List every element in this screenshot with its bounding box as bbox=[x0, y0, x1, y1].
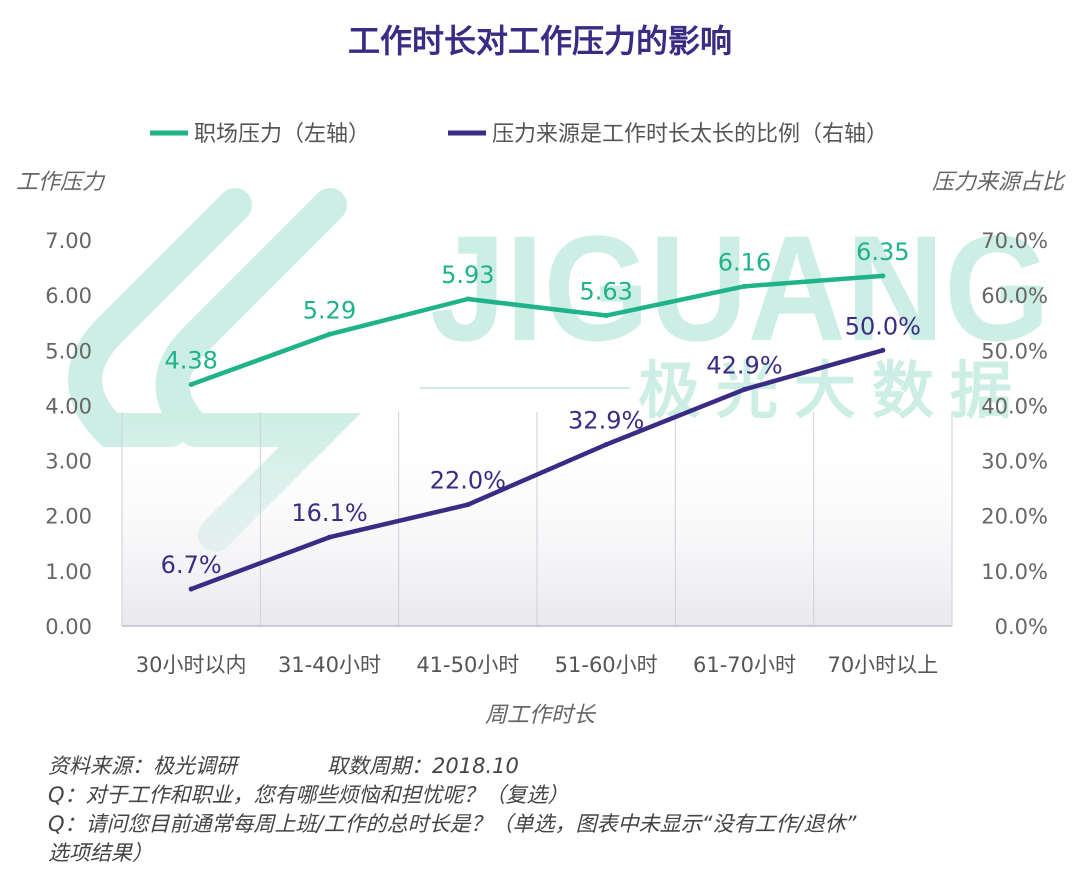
data-point bbox=[188, 381, 194, 387]
footer: 资料来源：极光调研 取数周期：2018.10 Q：对于工作和职业，您有哪些烦恼和担… bbox=[48, 752, 856, 868]
series-layer: 4.38 5.29 5.93 5.63 6.16 6.35 6.7% 16.1% 22.0% 32… bbox=[161, 238, 921, 592]
series-line-pressure bbox=[188, 273, 886, 387]
data-label: 5.63 bbox=[579, 278, 632, 306]
x-tick-label: 30小时以内 bbox=[136, 653, 247, 677]
y-axis-right: 0.0% 10.0% 20.0% 30.0% 40.0% 50.0% 60.0% 70.0% bbox=[981, 229, 1048, 639]
y-left-tick-label: 3.00 bbox=[45, 450, 92, 474]
y-right-tick-label: 40.0% bbox=[981, 394, 1048, 418]
data-point bbox=[742, 283, 747, 289]
data-label: 16.1% bbox=[291, 499, 367, 527]
data-label: 4.38 bbox=[164, 346, 217, 374]
footer-q2: Q：请问您目前通常每周上班/工作的总时长是？（单选，图表中未显示“没有工作/退休… bbox=[48, 812, 857, 836]
x-tick-label: 41-50小时 bbox=[416, 653, 519, 677]
data-point bbox=[188, 586, 194, 592]
y-left-tick-label: 5.00 bbox=[45, 339, 92, 363]
x-tick-label: 70小时以上 bbox=[827, 653, 938, 677]
y-left-tick-label: 4.00 bbox=[45, 394, 92, 418]
y-left-tick-label: 0.00 bbox=[45, 615, 92, 639]
data-point bbox=[465, 502, 471, 508]
data-label: 6.35 bbox=[856, 238, 909, 266]
y-left-tick-label: 6.00 bbox=[45, 284, 92, 308]
data-label: 6.7% bbox=[161, 551, 222, 579]
y-right-tick-label: 30.0% bbox=[981, 450, 1048, 474]
series-line-ratio bbox=[188, 348, 886, 592]
x-axis: 30小时以内 31-40小时 41-50小时 51-60小时 61-70小时 70小时以上 bbox=[136, 653, 938, 677]
y-left-tick-label: 2.00 bbox=[45, 505, 92, 529]
y-axis-left: 0.00 1.00 2.00 3.00 4.00 5.00 6.00 7.00 bbox=[45, 229, 92, 639]
legend: 职场压力（左轴） 压力来源是工作时长太长的比例（右轴） bbox=[150, 122, 888, 147]
y-right-tick-label: 70.0% bbox=[981, 229, 1048, 253]
legend-label-pressure: 职场压力（左轴） bbox=[194, 122, 370, 147]
data-label: 6.16 bbox=[718, 248, 771, 276]
footer-period: 取数周期：2018.10 bbox=[327, 754, 519, 778]
footer-q2-cont: 选项结果） bbox=[48, 841, 153, 865]
data-point bbox=[327, 534, 332, 540]
y-left-tick-label: 7.00 bbox=[45, 229, 92, 253]
chart-title: 工作时长对工作压力的影响 bbox=[348, 22, 732, 60]
footer-row-source: 资料来源：极光调研 取数周期：2018.10 bbox=[48, 752, 856, 781]
y-right-tick-label: 50.0% bbox=[981, 339, 1048, 363]
y-right-tick-label: 20.0% bbox=[981, 505, 1048, 529]
x-tick-label: 61-70小时 bbox=[693, 653, 796, 677]
y-right-tick-label: 0.0% bbox=[995, 615, 1048, 639]
data-label: 50.0% bbox=[845, 312, 921, 340]
data-label: 5.93 bbox=[441, 261, 494, 289]
y-right-tick-label: 60.0% bbox=[981, 284, 1048, 308]
data-label: 32.9% bbox=[568, 407, 644, 435]
y-axis-right-title: 压力来源占比 bbox=[932, 170, 1066, 195]
y-axis-left-title: 工作压力 bbox=[16, 170, 106, 195]
data-point bbox=[880, 273, 886, 279]
footer-q1: Q：对于工作和职业，您有哪些烦恼和担忧呢？（复选） bbox=[48, 783, 569, 807]
x-tick-label: 31-40小时 bbox=[278, 653, 381, 677]
data-point bbox=[742, 386, 747, 392]
x-axis-title: 周工作时长 bbox=[485, 703, 597, 728]
y-left-tick-label: 1.00 bbox=[45, 560, 92, 584]
data-label: 42.9% bbox=[706, 351, 782, 379]
data-point bbox=[327, 331, 332, 337]
data-label: 5.29 bbox=[303, 296, 356, 324]
data-point bbox=[603, 442, 609, 448]
footer-source: 资料来源：极光调研 bbox=[48, 754, 237, 778]
x-tick-label: 51-60小时 bbox=[555, 653, 658, 677]
y-right-tick-label: 10.0% bbox=[981, 560, 1048, 584]
grid bbox=[121, 412, 953, 627]
data-point bbox=[465, 296, 471, 302]
data-label: 22.0% bbox=[430, 467, 506, 495]
legend-label-ratio: 压力来源是工作时长太长的比例（右轴） bbox=[492, 122, 888, 147]
data-point bbox=[880, 347, 886, 353]
data-point bbox=[603, 313, 609, 319]
